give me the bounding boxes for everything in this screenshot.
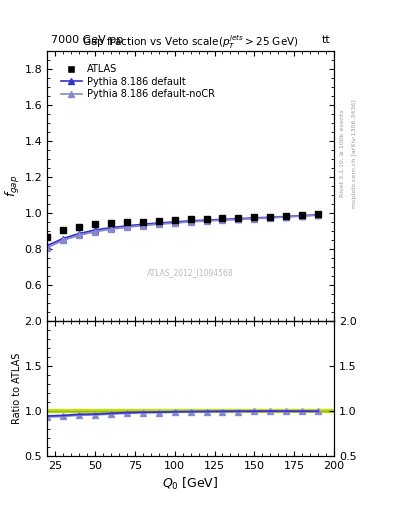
Text: mcplots.cern.ch [arXiv:1306.3436]: mcplots.cern.ch [arXiv:1306.3436] (352, 99, 357, 208)
Text: 7000 GeV pp: 7000 GeV pp (51, 35, 123, 45)
Text: Rivet 3.1.10, ≥ 100k events: Rivet 3.1.10, ≥ 100k events (340, 110, 345, 198)
Legend: ATLAS, Pythia 8.186 default, Pythia 8.186 default-noCR: ATLAS, Pythia 8.186 default, Pythia 8.18… (58, 61, 218, 102)
Text: tt: tt (321, 35, 330, 45)
Y-axis label: Ratio to ATLAS: Ratio to ATLAS (12, 353, 22, 424)
X-axis label: $Q_0$ [GeV]: $Q_0$ [GeV] (162, 476, 219, 492)
Text: ATLAS_2012_I1094568: ATLAS_2012_I1094568 (147, 268, 234, 277)
Y-axis label: $f_{gap}$: $f_{gap}$ (4, 175, 22, 197)
Bar (47, 409, 334, 412)
Title: Gap fraction vs Veto scale($p_T^{jets}$$>$25 GeV): Gap fraction vs Veto scale($p_T^{jets}$$… (82, 33, 299, 51)
